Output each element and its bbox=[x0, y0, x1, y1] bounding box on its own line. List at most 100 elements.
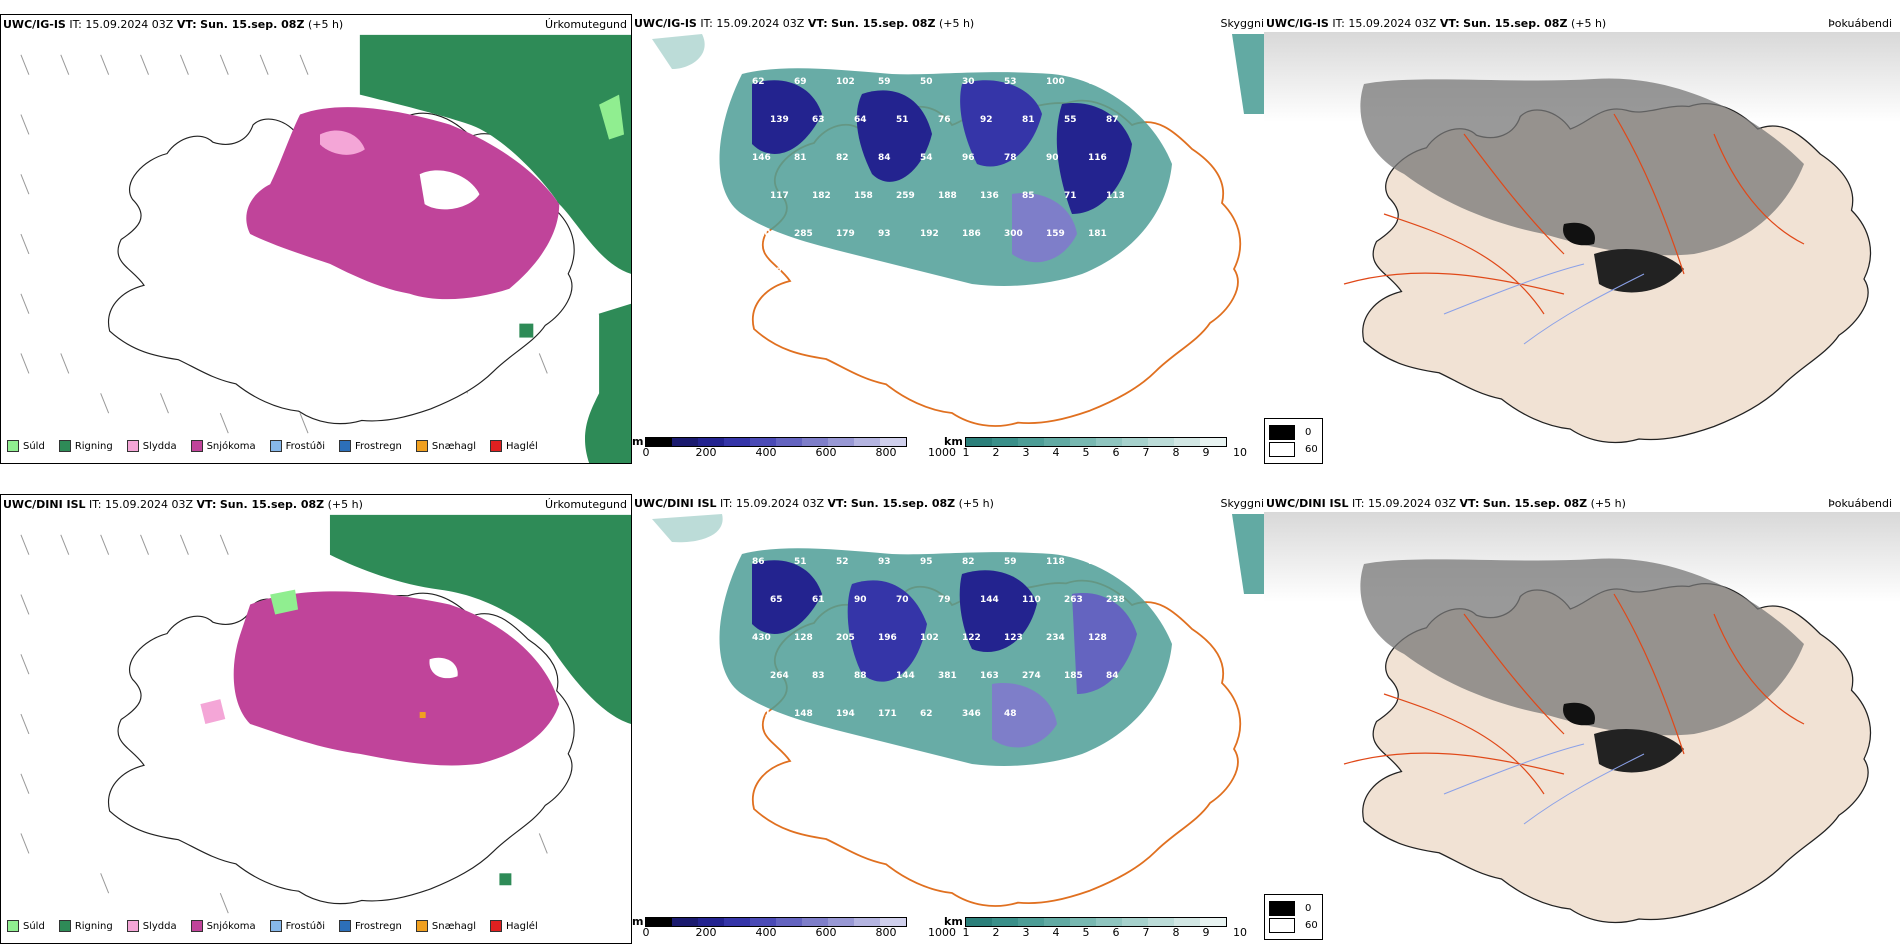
cloud-map bbox=[632, 14, 1264, 464]
colorbar-cell bbox=[1069, 918, 1096, 926]
panel-title: UWC/IG-IS IT: 15.09.2024 03Z VT: Sun. 15… bbox=[3, 18, 344, 31]
colorbar-cell bbox=[802, 438, 829, 446]
panel-parameter-label: Skyggni bbox=[1220, 17, 1264, 30]
fog-legend: 0 60 bbox=[1264, 894, 1323, 940]
fog-legend-swatch bbox=[1269, 901, 1295, 916]
precip-legend: Súld Rigning Slydda Snjókoma Frostúði Fr… bbox=[7, 440, 538, 452]
colorbar-cell bbox=[1173, 918, 1200, 926]
legend-swatch bbox=[7, 920, 19, 932]
legend-swatch bbox=[58, 440, 71, 452]
cloud-map bbox=[632, 494, 1264, 944]
colorbar-cell bbox=[1147, 438, 1174, 446]
panel-parameter-label: Úrkomutegund bbox=[545, 498, 627, 511]
colorbar-cell bbox=[672, 918, 699, 926]
panel-parameter-label: Úrkomutegund bbox=[545, 18, 627, 31]
legend-item: Frostregn bbox=[339, 440, 402, 452]
colorbar-cell bbox=[991, 438, 1018, 446]
colorbar-cell bbox=[1043, 918, 1070, 926]
legend-swatch bbox=[126, 440, 139, 452]
legend-item: Snjókoma bbox=[190, 440, 256, 452]
legend-item: Snæhagl bbox=[415, 920, 476, 932]
legend-swatch bbox=[339, 920, 351, 932]
colorbar-cell bbox=[698, 438, 725, 446]
colorbar-cell bbox=[1173, 438, 1200, 446]
colorbar-cell bbox=[1121, 918, 1148, 926]
colorbar-cell bbox=[1199, 438, 1226, 446]
precip-map bbox=[1, 495, 631, 943]
precip-legend: Súld Rigning Slydda Snjókoma Frostúði Fr… bbox=[7, 920, 538, 932]
legend-swatch bbox=[190, 920, 203, 932]
legend-item: Snæhagl bbox=[415, 440, 476, 452]
precip-map bbox=[1, 15, 631, 463]
colorbar-cell bbox=[724, 438, 751, 446]
colorbar-cell bbox=[776, 918, 803, 926]
legend-item: Frostregn bbox=[339, 920, 402, 932]
colorbar-cell bbox=[646, 918, 673, 926]
ceiling-colorbar: m bbox=[632, 436, 908, 447]
legend-swatch bbox=[339, 440, 351, 452]
legend-item: Haglél bbox=[490, 920, 538, 932]
colorbar-cell bbox=[854, 438, 881, 446]
colorbar-cell bbox=[646, 438, 673, 446]
legend-swatch bbox=[126, 920, 139, 932]
fog-legend-swatch bbox=[1269, 918, 1295, 933]
fog-legend-row: 0 bbox=[1269, 901, 1318, 916]
colorbar-cell bbox=[828, 918, 855, 926]
legend-item: Súld bbox=[7, 920, 45, 932]
colorbar-cell bbox=[724, 918, 751, 926]
fog-map bbox=[1264, 14, 1900, 464]
colorbar-cell bbox=[1095, 438, 1122, 446]
precip-panel-bottom: UWC/DINI ISL IT: 15.09.2024 03Z VT: Sun.… bbox=[0, 494, 632, 944]
colorbar-cell bbox=[802, 918, 829, 926]
colorbar-cell bbox=[776, 438, 803, 446]
legend-swatch bbox=[58, 920, 71, 932]
colorbar-cell bbox=[854, 918, 881, 926]
legend-item: Slydda bbox=[126, 440, 177, 452]
colorbar-cell bbox=[672, 438, 699, 446]
fog-legend: 0 60 bbox=[1264, 418, 1323, 464]
panel-title: UWC/DINI ISL IT: 15.09.2024 03Z VT: Sun.… bbox=[1266, 497, 1626, 510]
visibility-colorbar: km bbox=[944, 916, 1227, 927]
colorbar-cell bbox=[750, 438, 777, 446]
colorbar-cell bbox=[1017, 438, 1044, 446]
cloud-panel-bottom: UWC/DINI ISL IT: 15.09.2024 03Z VT: Sun.… bbox=[632, 494, 1264, 944]
legend-item: Frostúði bbox=[269, 440, 325, 452]
legend-swatch bbox=[190, 440, 203, 452]
fog-map bbox=[1264, 494, 1900, 944]
legend-swatch bbox=[415, 440, 428, 452]
precip-panel-top: UWC/IG-IS IT: 15.09.2024 03Z VT: Sun. 15… bbox=[0, 14, 632, 464]
legend-item: Rigning bbox=[58, 920, 113, 932]
legend-swatch bbox=[7, 440, 19, 452]
fog-legend-swatch bbox=[1269, 442, 1295, 457]
cloud-panel-top: UWC/IG-IS IT: 15.09.2024 03Z VT: Sun. 15… bbox=[632, 14, 1264, 464]
legend-swatch bbox=[415, 920, 428, 932]
fog-legend-row: 60 bbox=[1269, 918, 1318, 933]
panel-parameter-label: Þokuábendi bbox=[1828, 17, 1892, 30]
legend-swatch bbox=[490, 440, 503, 452]
fog-panel-bottom: UWC/DINI ISL IT: 15.09.2024 03Z VT: Sun.… bbox=[1264, 494, 1900, 944]
fog-panel-top: UWC/IG-IS IT: 15.09.2024 03Z VT: Sun. 15… bbox=[1264, 14, 1900, 464]
colorbar-cell bbox=[880, 438, 907, 446]
colorbar-cell bbox=[1095, 918, 1122, 926]
legend-swatch bbox=[269, 920, 282, 932]
legend-item: Frostúði bbox=[269, 920, 325, 932]
colorbar-cell bbox=[1017, 918, 1044, 926]
legend-item: Snjókoma bbox=[190, 920, 256, 932]
legend-swatch bbox=[269, 440, 282, 452]
legend-item: Haglél bbox=[490, 440, 538, 452]
fog-legend-row: 0 bbox=[1269, 425, 1318, 440]
ceiling-colorbar: m bbox=[632, 916, 908, 927]
colorbar-cell bbox=[1069, 438, 1096, 446]
panel-title: UWC/DINI ISL IT: 15.09.2024 03Z VT: Sun.… bbox=[3, 498, 363, 511]
colorbar-cell bbox=[965, 918, 992, 926]
legend-swatch bbox=[490, 920, 503, 932]
fog-legend-swatch bbox=[1269, 425, 1295, 440]
fog-legend-row: 60 bbox=[1269, 442, 1318, 457]
panel-parameter-label: Þokuábendi bbox=[1828, 497, 1892, 510]
panel-title: UWC/IG-IS IT: 15.09.2024 03Z VT: Sun. 15… bbox=[1266, 17, 1607, 30]
colorbar-cell bbox=[965, 438, 992, 446]
legend-item: Súld bbox=[7, 440, 45, 452]
colorbar-cell bbox=[991, 918, 1018, 926]
colorbar-cell bbox=[1121, 438, 1148, 446]
panel-title: UWC/DINI ISL IT: 15.09.2024 03Z VT: Sun.… bbox=[634, 497, 994, 510]
